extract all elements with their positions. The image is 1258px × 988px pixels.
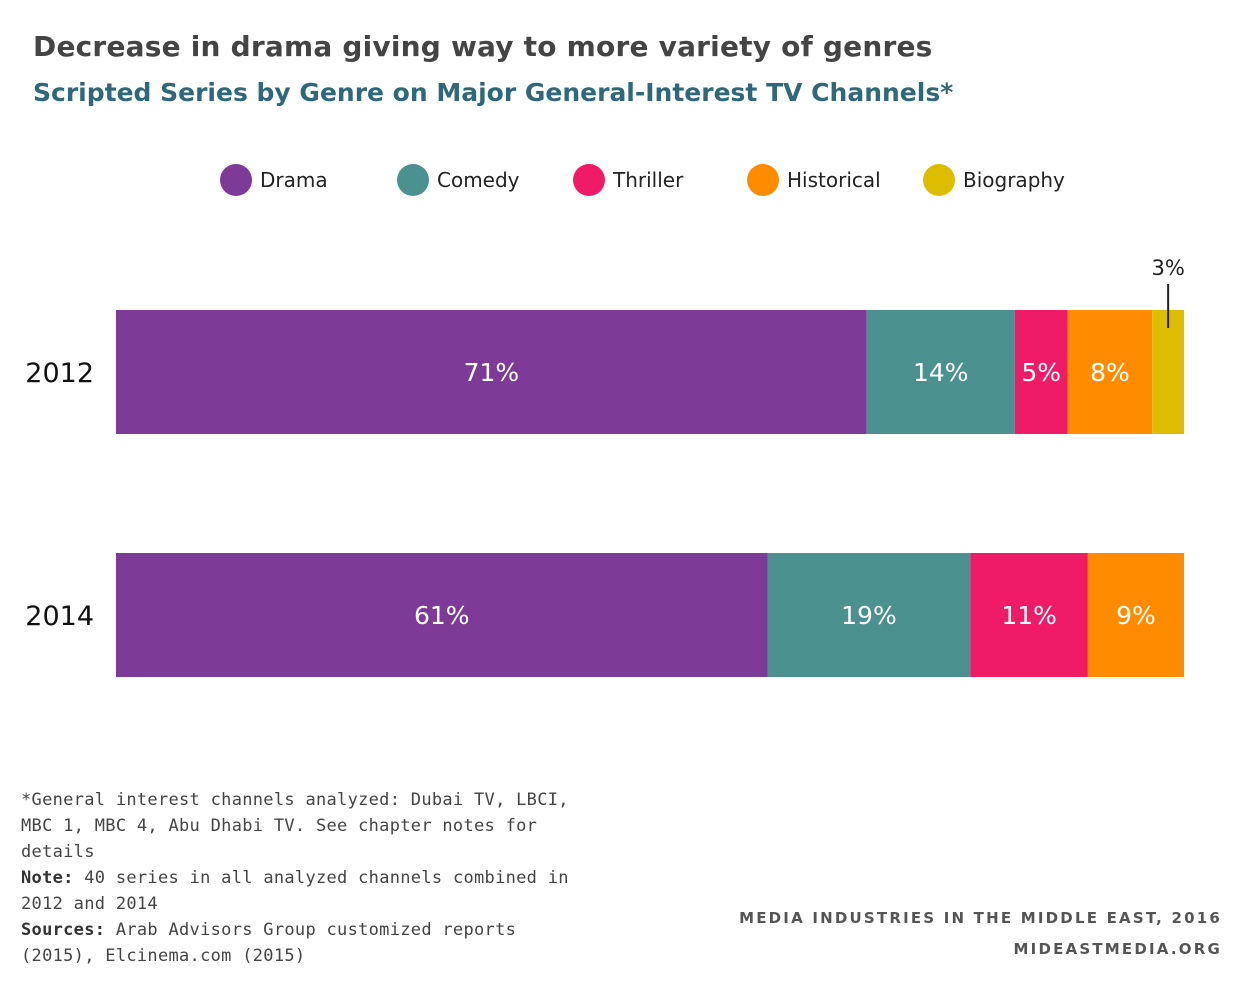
bar-biography-2012 <box>1152 310 1184 434</box>
credits: MEDIA INDUSTRIES IN THE MIDDLE EAST, 201… <box>739 903 1222 965</box>
stacked-bar-chart: 2012 71% 14% 5% 8% 3% 2014 61% 19% 11% 9% <box>25 256 1185 677</box>
bar-drama-2012 <box>116 310 867 434</box>
sources-text: Arab Advisors Group customized reports (… <box>21 920 517 966</box>
sources-label: Sources: <box>21 920 106 940</box>
legend-swatch-historical <box>747 164 779 196</box>
legend-item-drama: Drama <box>220 160 328 200</box>
legend-swatch-comedy <box>397 164 429 196</box>
data-label-biography-2012: 3% <box>1151 256 1184 280</box>
legend-item-historical: Historical <box>747 160 881 200</box>
data-label-comedy-2012: 14% <box>913 358 969 387</box>
legend-item-biography: Biography <box>923 160 1065 200</box>
legend-swatch-drama <box>220 164 252 196</box>
legend-label-historical: Historical <box>787 168 881 192</box>
data-label-drama-2012: 71% <box>464 358 520 387</box>
legend-label-drama: Drama <box>260 168 328 192</box>
footnote-sources: Sources: Arab Advisors Group customized … <box>21 917 581 969</box>
footnote-note: Note: 40 series in all analyzed channels… <box>21 865 581 917</box>
legend-item-thriller: Thriller <box>573 160 683 200</box>
bar-comedy-2014 <box>767 553 971 677</box>
bar-thriller-2014 <box>970 553 1088 677</box>
category-label-2014: 2014 <box>25 601 94 632</box>
note-text: 40 series in all analyzed channels combi… <box>21 868 569 914</box>
category-label-2012: 2012 <box>25 358 94 389</box>
legend-item-comedy: Comedy <box>397 160 520 200</box>
chart-subtitle: Scripted Series by Genre on Major Genera… <box>33 78 954 107</box>
data-label-thriller-2014: 11% <box>1001 601 1057 630</box>
legend-label-thriller: Thriller <box>613 168 684 192</box>
credit-publication: MEDIA INDUSTRIES IN THE MIDDLE EAST, 201… <box>739 909 1222 927</box>
bar-historical-2012 <box>1067 310 1153 434</box>
footnote-channels: *General interest channels analyzed: Dub… <box>21 790 569 862</box>
chart-title: Decrease in drama giving way to more var… <box>33 30 933 63</box>
legend-swatch-biography <box>923 164 955 196</box>
chart-legend: Drama Comedy Thriller Historical Biograp… <box>0 160 1258 200</box>
credit-website: MIDEASTMEDIA.ORG <box>1013 940 1222 958</box>
legend-swatch-thriller <box>573 164 605 196</box>
data-label-comedy-2014: 19% <box>841 601 897 630</box>
bar-thriller-2012 <box>1014 310 1068 434</box>
footnotes: *General interest channels analyzed: Dub… <box>21 787 581 969</box>
data-label-historical-2012: 8% <box>1090 358 1130 387</box>
bar-drama-2014 <box>116 553 768 677</box>
bar-comedy-2012 <box>866 310 1015 434</box>
legend-label-comedy: Comedy <box>437 168 520 192</box>
note-label: Note: <box>21 868 74 888</box>
data-label-historical-2014: 9% <box>1116 601 1156 630</box>
data-label-drama-2014: 61% <box>414 601 470 630</box>
data-label-thriller-2012: 5% <box>1021 358 1061 387</box>
bar-historical-2014 <box>1087 553 1184 677</box>
legend-label-biography: Biography <box>963 168 1065 192</box>
